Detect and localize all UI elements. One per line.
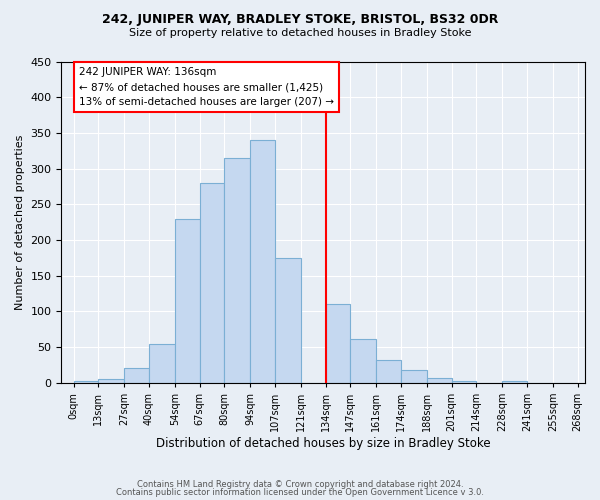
Text: 242, JUNIPER WAY, BRADLEY STOKE, BRISTOL, BS32 0DR: 242, JUNIPER WAY, BRADLEY STOKE, BRISTOL…	[102, 12, 498, 26]
Text: Contains public sector information licensed under the Open Government Licence v : Contains public sector information licen…	[116, 488, 484, 497]
Bar	[326, 304, 350, 383]
Text: 242 JUNIPER WAY: 136sqm
← 87% of detached houses are smaller (1,425)
13% of semi: 242 JUNIPER WAY: 136sqm ← 87% of detache…	[79, 67, 334, 107]
Bar	[250, 140, 275, 383]
Text: Contains HM Land Registry data © Crown copyright and database right 2024.: Contains HM Land Registry data © Crown c…	[137, 480, 463, 489]
X-axis label: Distribution of detached houses by size in Bradley Stoke: Distribution of detached houses by size …	[156, 437, 491, 450]
Y-axis label: Number of detached properties: Number of detached properties	[15, 134, 25, 310]
Bar	[502, 382, 527, 383]
Bar	[224, 158, 250, 383]
Bar	[149, 344, 175, 383]
Bar	[124, 368, 149, 383]
Bar	[376, 360, 401, 383]
Bar	[427, 378, 452, 383]
Bar	[350, 338, 376, 383]
Bar	[200, 183, 224, 383]
Bar	[275, 258, 301, 383]
Bar	[175, 218, 200, 383]
Bar	[452, 382, 476, 383]
Bar	[98, 378, 124, 383]
Bar	[74, 382, 98, 383]
Bar	[401, 370, 427, 383]
Text: Size of property relative to detached houses in Bradley Stoke: Size of property relative to detached ho…	[129, 28, 471, 38]
